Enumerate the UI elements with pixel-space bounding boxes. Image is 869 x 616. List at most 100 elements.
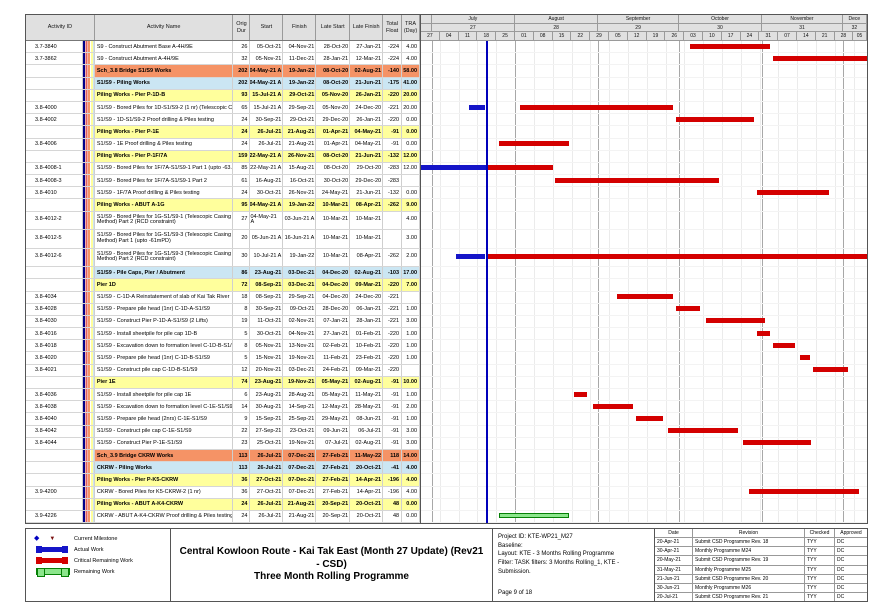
finish-date: 19-Jan-22 (283, 248, 317, 267)
summary-band-row[interactable]: S1/S9 - Piling Works 202 04-May-21 A 19-Jan… (26, 77, 420, 90)
activity-name: S1/S9 - Construct pile cap C-1D-B-S1/S9 (95, 364, 234, 376)
late-finish-date: 28-May-21 (350, 401, 384, 413)
orig-dur: 93 (233, 89, 251, 101)
start-date: 23-Aug-21 (250, 389, 284, 401)
activity-row[interactable]: 3.8-4030 S1/S9 - Construct Pier P-1D-A-S1… (26, 315, 420, 329)
orig-dur: 22 (233, 425, 251, 437)
activity-name: S1/S9 - Install sheetpile for pile cap 1… (95, 328, 234, 340)
indent-stripes (82, 510, 95, 523)
activity-name: Pier 1E (94, 376, 234, 388)
late-finish-date: 29-Dec-20 (350, 175, 384, 187)
actual-work-bar-icon (36, 546, 68, 553)
critical-remaining-work-bar (799, 355, 811, 361)
summary-band-row[interactable]: Piling Works - ABUT A-K4-CKRW 24 26-Jul-21… (26, 498, 420, 511)
critical-remaining-work-bar (689, 43, 771, 49)
start-date: 15-Sep-21 (250, 413, 284, 425)
activity-table-header: Activity ID Activity Name Orig Dur Start Fin… (26, 15, 420, 41)
activity-row[interactable]: 3.8-4042 S1/S9 - Construct pile cap C-1E-… (26, 425, 420, 438)
late-start-date: 01-Apr-21 (316, 138, 351, 150)
summary-band-row[interactable]: Sch_3.8 Bridge S1/S9 Works 202 04-May-21 A… (26, 65, 420, 78)
activity-row[interactable]: 3.8-4008-1 S1/S9 - Bored Piles for 1F/7A-… (26, 162, 420, 176)
layout-name: Layout: KTE - 3 Months Rolling Programme (498, 551, 615, 558)
activity-row[interactable]: 3.9-4200 CKRW - Bored Piles for K5-CKRW-2… (26, 486, 420, 499)
indent-stripes (82, 162, 95, 175)
summary-band-row[interactable]: Piling Works - Pier P-K5-CKRW 36 27-Oct-21… (26, 474, 420, 487)
summary-band-row[interactable]: Pier 1E 74 23-Aug-21 19-Nov-21 05-May-21 02-A… (26, 376, 420, 389)
total-float: -283 (383, 162, 403, 175)
critical-remaining-work-bar (743, 440, 811, 446)
week-start-label: 04 (439, 32, 459, 41)
activity-row[interactable]: 3.8-4012-5 S1/S9 - Bored Piles for 1G-S1/… (26, 230, 420, 249)
gantt-row (421, 328, 867, 341)
activity-row[interactable]: 3.9-4226 CKRW - ABUT A-K4-CKRW Proof dril… (26, 510, 420, 523)
gantt-row (421, 413, 867, 426)
activity-row[interactable]: 3.7-3840 S9 - Construct Abutment Base A-4… (26, 41, 420, 54)
activity-row[interactable]: 3.8-4016 S1/S9 - Install sheetpile for pi… (26, 328, 420, 341)
summary-band-row[interactable]: Piling Works - Pier P-1E 24 26-Jul-21 21-Au… (26, 126, 420, 139)
month-number: 27 (431, 24, 515, 32)
total-float: -220 (383, 279, 403, 291)
orig-dur: 24 (233, 114, 251, 126)
tra-days: 1.00 (402, 413, 420, 425)
late-finish-date: 27-Jan-21 (350, 41, 384, 53)
late-finish-date: 02-Aug-21 (350, 65, 384, 77)
late-finish-date: 04-May-21 (350, 138, 384, 150)
activity-row[interactable]: 3.8-4006 S1/S9 - 1E Proof drilling & Pile… (26, 138, 420, 151)
week-gridline (609, 41, 611, 523)
gantt-row (421, 279, 867, 292)
activity-row[interactable]: 3.8-4010 S1/S9 - 1F/7A Proof drilling & P… (26, 187, 420, 200)
activity-row[interactable]: 3.8-4000 S1/S9 - Bored Piles for 1D-S1/S9… (26, 101, 420, 115)
tra-days (402, 364, 420, 376)
activity-row[interactable]: 3.8-4020 S1/S9 - Prepare pile head (1nr) … (26, 352, 420, 365)
activity-row[interactable]: 3.7-3862 S9 - Construct Abutment A-4H/9E 3… (26, 53, 420, 66)
activity-name: S1/S9 - Prepare pile head (2nrs) C-1E-S1… (95, 413, 234, 425)
summary-band-row[interactable]: Sch_3.9 Bridge CKRW Works 113 26-Jul-21 07-… (26, 449, 420, 463)
orig-dur: 202 (233, 65, 251, 77)
activity-name: Piling Works - Pier P-1F/7A (94, 150, 234, 162)
late-start-date: 08-Oct-20 (316, 162, 351, 175)
activity-name: Sch_3.8 Bridge S1/S9 Works (94, 65, 234, 77)
month-gridline (762, 41, 764, 523)
activity-row[interactable]: 3.8-4044 S1/S9 - Construct Pier P-1E-S1/S… (26, 437, 420, 450)
revision-cell: TYY (805, 565, 835, 574)
gantt-row (421, 401, 867, 414)
activity-row[interactable]: 3.8-4034 S1/S9 - C-1D-A Reinstatement of … (26, 291, 420, 304)
summary-band-row[interactable]: Pier 1D 72 08-Sep-21 03-Dec-21 04-Dec-20 09-M… (26, 279, 420, 292)
indent-stripes (82, 389, 95, 401)
tra-days: 3.00 (402, 315, 420, 328)
total-float (383, 230, 403, 248)
summary-band-row[interactable]: CKRW - Piling Works 113 26-Jul-21 07-Dec-21… (26, 462, 420, 475)
late-finish-date: 02-Aug-21 (350, 267, 384, 279)
activity-row[interactable]: 3.8-4012-6 S1/S9 - Bored Piles for 1G-S1/… (26, 248, 420, 268)
tra-days: 0.00 (402, 138, 420, 150)
indent-stripes (82, 279, 95, 291)
gantt-row (421, 438, 867, 450)
critical-remaining-work-bar (574, 391, 588, 397)
activity-row[interactable]: 3.8-4008-3 S1/S9 - Bored Piles for 1F/7A-… (26, 175, 420, 188)
revision-cell: DC (837, 593, 845, 600)
activity-row[interactable]: 3.8-4021 S1/S9 - Construct pile cap C-1D-… (26, 364, 420, 377)
revision-row: 30-Apr-21 Monthly Programme M24 TYY DC (655, 547, 867, 557)
summary-band-row[interactable]: S1/S9 - Pile Caps, Pier / Abutment 86 23-A… (26, 267, 420, 280)
week-gridline (684, 41, 686, 523)
summary-band-row[interactable]: Piling Works - Pier P-1F/7A 159 22-May-21 … (26, 150, 420, 163)
total-float: -91 (383, 389, 403, 401)
summary-band-row[interactable]: Piling Works - ABUT A-1G 95 04-May-21 A 19-… (26, 199, 420, 212)
activity-row[interactable]: 3.8-4018 S1/S9 - Excavation down to forma… (26, 340, 420, 353)
late-finish-date: 21-Jun-21 (350, 77, 384, 89)
revision-cell: 20-Apr-21 (655, 538, 693, 547)
activity-row[interactable]: 3.8-4028 S1/S9 - Prepare pile head (1nr) … (26, 303, 420, 316)
tra-days: 4.00 (402, 462, 420, 474)
activity-row[interactable]: 3.8-4012-2 S1/S9 - Bored Piles for 1G-S1/… (26, 211, 420, 231)
column-header-finish: Finish (283, 15, 317, 40)
week-start-label: 12 (627, 32, 647, 41)
total-float: -221 (383, 315, 403, 328)
revision-cell: Checked (805, 529, 835, 538)
activity-row[interactable]: 3.8-4036 S1/S9 - Install sheetpile for pi… (26, 389, 420, 402)
activity-id (26, 449, 83, 462)
week-gridline (496, 41, 498, 523)
activity-row[interactable]: 3.8-4002 S1/S9 - 1D-S1/S9-2 Proof drillin… (26, 114, 420, 127)
activity-row[interactable]: 3.8-4040 S1/S9 - Prepare pile head (2nrs)… (26, 413, 420, 426)
activity-row[interactable]: 3.8-4038 S1/S9 - Excavation down to forma… (26, 401, 420, 414)
